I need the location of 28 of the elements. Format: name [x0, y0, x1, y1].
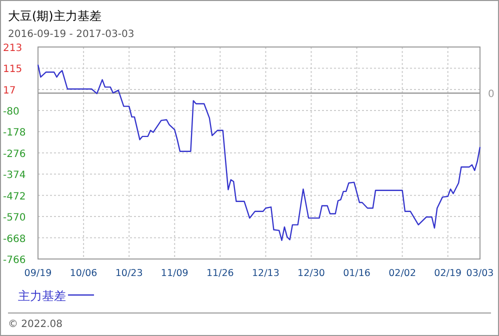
ref-line-label: 0	[488, 89, 494, 100]
x-tick-label: 01/16	[343, 268, 370, 279]
y-tick-label: -374	[3, 170, 26, 182]
x-tick-label: 03/03	[466, 268, 494, 279]
y-tick-label: -766	[3, 255, 26, 266]
x-tick-label: 02/19	[434, 268, 462, 279]
y-tick-label: -178	[3, 128, 26, 139]
y-tick-label: -668	[3, 234, 26, 245]
x-tick-label: 02/02	[388, 268, 416, 279]
y-tick-label: -570	[3, 212, 26, 224]
chart-title: 大豆(期)主力基差	[8, 9, 102, 23]
x-tick-label: 11/09	[160, 268, 188, 279]
y-tick-label: -472	[3, 191, 26, 202]
legend-label: 主力基差	[18, 289, 66, 303]
x-tick-label: 12/30	[298, 268, 325, 279]
chart-subtitle: 2016-09-19 - 2017-03-03	[8, 29, 134, 40]
x-tick-label: 10/23	[115, 268, 143, 279]
text: © 2022.08	[8, 319, 63, 330]
y-tick-label: 115	[3, 64, 22, 76]
x-tick-label: 12/13	[252, 268, 280, 279]
x-tick-label: 10/06	[70, 268, 98, 279]
x-tick-label: 09/19	[24, 268, 52, 279]
y-tick-label: 213	[3, 43, 22, 54]
line-series	[37, 64, 481, 241]
y-tick-label: -276	[3, 148, 26, 160]
x-tick-label: 11/26	[206, 268, 234, 279]
y-tick-label: -80	[3, 106, 20, 118]
y-tick-label: 17	[3, 85, 16, 96]
